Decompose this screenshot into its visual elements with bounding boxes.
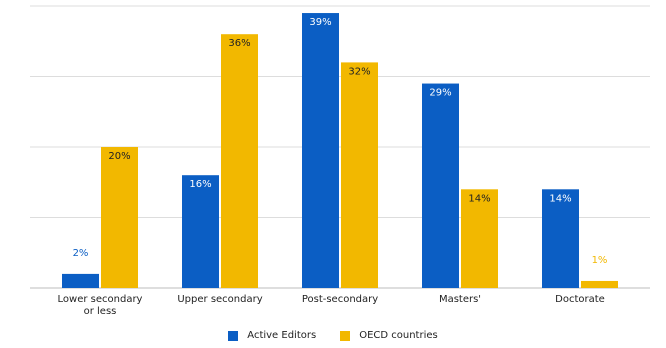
legend-item-oecd-countries: OECD countries — [340, 330, 438, 341]
bar-oecd-countries-1 — [221, 34, 258, 289]
data-label-active-editors-1: 16% — [189, 179, 211, 190]
legend-label-oecd-countries: OECD countries — [359, 330, 438, 341]
data-label-oecd-countries-4: 1% — [592, 255, 608, 266]
x-axis: Lower secondary or less Upper secondary Pos… — [58, 294, 605, 317]
bar-active-editors-0 — [62, 273, 99, 288]
x-tick-label-3: Masters' — [439, 294, 481, 305]
legend-swatch-oecd-countries — [340, 330, 351, 341]
x-tick-label-2: Post-secondary — [302, 294, 378, 305]
data-labels-group: 2% 20% 16% 36% 39% 32% 29% 14% 14% 1% — [73, 17, 608, 266]
bar-oecd-countries-2 — [341, 62, 378, 289]
bar-oecd-countries-4 — [581, 280, 618, 288]
legend-swatch-active-editors — [228, 330, 239, 341]
bars-group — [62, 13, 618, 289]
legend-item-active-editors: Active Editors — [228, 330, 316, 341]
bar-oecd-countries-3 — [461, 189, 498, 288]
x-tick-label-4: Doctorate — [555, 294, 605, 305]
data-label-active-editors-2: 39% — [309, 17, 331, 28]
data-label-active-editors-4: 14% — [549, 193, 571, 204]
data-label-oecd-countries-3: 14% — [468, 193, 490, 204]
bar-active-editors-2 — [302, 13, 339, 289]
bar-oecd-countries-0 — [101, 147, 138, 288]
bar-active-editors-4 — [542, 189, 579, 288]
x-tick-label-1: Upper secondary — [177, 294, 262, 305]
legend-label-active-editors: Active Editors — [247, 330, 317, 341]
bar-chart: 2% 20% 16% 36% 39% 32% 29% 14% 14% 1% Lower secon… — [30, 5, 650, 317]
data-label-oecd-countries-2: 32% — [348, 66, 370, 77]
data-label-oecd-countries-0: 20% — [108, 151, 130, 162]
data-label-active-editors-3: 29% — [429, 88, 451, 99]
data-label-active-editors-0: 2% — [73, 248, 89, 259]
bar-active-editors-3 — [422, 83, 459, 288]
legend: Active Editors OECD countries — [0, 330, 666, 341]
x-tick-label-0: Lower secondary or less — [58, 294, 143, 317]
data-label-oecd-countries-1: 36% — [228, 38, 250, 49]
bar-active-editors-1 — [182, 175, 219, 288]
